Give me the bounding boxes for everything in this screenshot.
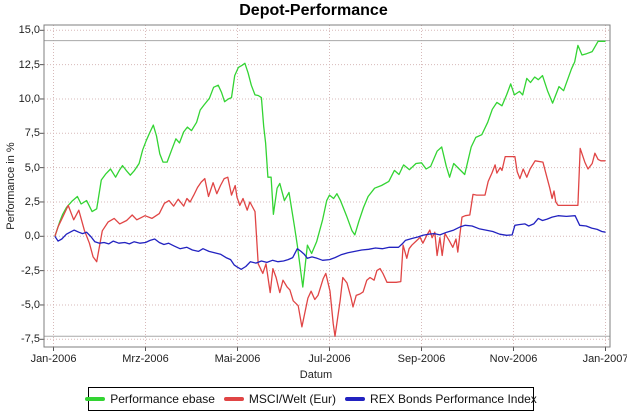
x-axis-title: Datum [299, 369, 333, 381]
legend-item-performance-ebase: Performance ebase [85, 392, 215, 406]
legend-swatch-red-line-icon [223, 397, 244, 401]
legend-swatch-blue-line-icon [345, 397, 366, 401]
y-axis-tick-label: -2,5 [21, 264, 40, 277]
x-axis-tick-label: Nov-2006 [489, 353, 538, 365]
legend-label: REX Bonds Performance Index [370, 392, 537, 406]
legend-label: Performance ebase [110, 392, 215, 406]
legend-item-msci-welt: MSCI/Welt (Eur) [223, 392, 337, 406]
y-axis-tick-label: 10,0 [18, 92, 40, 105]
y-axis-title: Performance in % [5, 142, 17, 230]
y-axis-tick-label: -5,0 [21, 298, 40, 311]
y-axis-tick-label: 15,0 [18, 24, 40, 37]
y-axis-tick-label: 7,5 [24, 127, 40, 140]
legend-swatch-green-line-icon [85, 397, 106, 401]
legend-label: MSCI/Welt (Eur) [248, 392, 337, 406]
x-axis-tick-label: Mrz-2006 [122, 353, 169, 365]
series-line-performance-ebase [54, 40, 606, 288]
y-axis-tick-label: 12,5 [18, 58, 40, 71]
x-axis-tick-label: Jul-2006 [308, 353, 351, 365]
legend-box: Performance ebase MSCI/Welt (Eur) REX Bo… [85, 387, 537, 411]
x-axis-tick-label: Sep-2006 [397, 353, 446, 365]
chart-title: Depot-Performance [239, 2, 388, 19]
x-axis-tick-label: Jan-2006 [30, 353, 77, 365]
x-axis-tick-label: Mai-2006 [214, 353, 261, 365]
legend-item-rex-bonds: REX Bonds Performance Index [345, 392, 537, 406]
y-axis-tick-label: -7,5 [21, 333, 40, 346]
y-axis-tick-label: 0,0 [24, 230, 40, 243]
series-line-msci-welt-eur [54, 147, 606, 337]
y-axis-tick-label: 2,5 [24, 195, 40, 208]
y-axis-tick-label: 5,0 [24, 161, 40, 174]
x-axis-tick-label: Jan-2007 [582, 353, 627, 365]
plot-border [43, 24, 611, 348]
series-line-rex-bonds-performance-index [54, 215, 606, 270]
